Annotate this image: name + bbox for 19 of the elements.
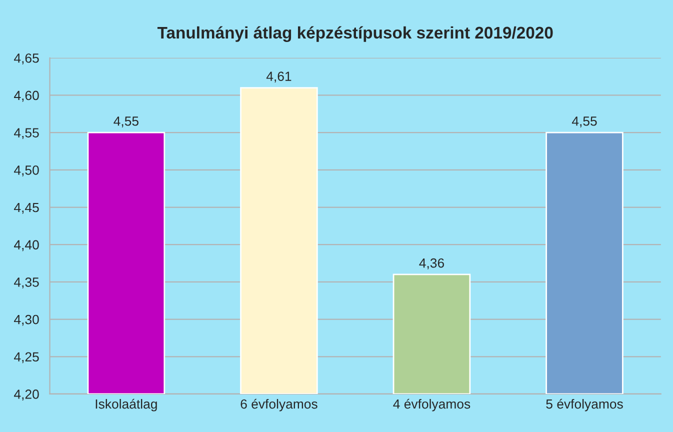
- x-tick-label: 6 évfolyamos: [240, 398, 318, 412]
- y-tick-label: 4,50: [14, 165, 39, 176]
- chart-title: Tanulmányi átlag képzéstípusok szerint 2019/2020: [157, 26, 553, 42]
- y-tick-label: 4,25: [14, 352, 39, 364]
- x-tick-label: 4 évfolyamos: [393, 398, 470, 412]
- data-label: 4,55: [572, 116, 597, 128]
- y-tick-label: 4,35: [14, 278, 39, 288]
- y-tick-label: 4,30: [14, 314, 39, 326]
- y-tick-label: 4,55: [14, 128, 39, 140]
- data-label: 4,36: [419, 258, 444, 270]
- x-tick-label: 5 évfolyamos: [546, 398, 623, 412]
- x-tick-label: Iskolaátlag: [96, 398, 157, 412]
- data-label: 4,55: [114, 116, 138, 128]
- y-tick-label: 4,65: [14, 53, 39, 64]
- y-tick-label: 4,40: [14, 240, 39, 252]
- data-label: 4,61: [266, 72, 292, 83]
- y-tick-label: 4,45: [14, 202, 39, 214]
- y-tick-label: 4,60: [14, 90, 39, 102]
- y-tick-label: 4,20: [14, 390, 39, 400]
